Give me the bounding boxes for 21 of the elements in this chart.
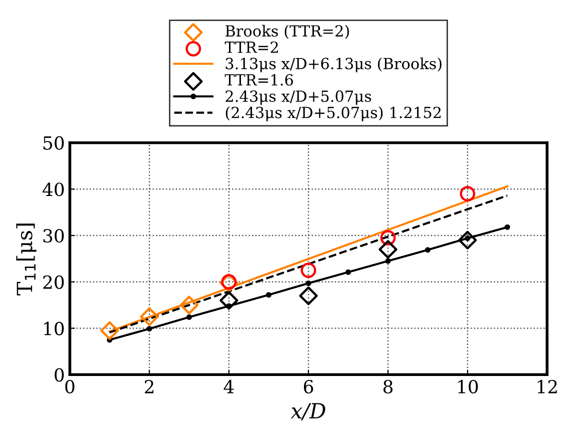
x-tick-label: 10	[458, 380, 478, 394]
y-tick-label: 20	[43, 275, 64, 289]
x-tick-label: 0	[65, 380, 74, 394]
legend-label: TTR=2	[224, 41, 278, 53]
x-tick-label: 2	[144, 380, 154, 394]
y-tick-label: 30	[43, 228, 64, 243]
x-tick-label: 4	[224, 380, 234, 394]
legend-label: Brooks (TTR=2)	[225, 24, 349, 39]
legend-label: 2.43μs x/D+5.07μs	[226, 90, 372, 105]
y-tick-label: 10	[44, 322, 64, 336]
y-tick-label: 0	[54, 368, 64, 382]
legend-label: TTR=1.6	[224, 74, 293, 86]
y-axis-title: T$_{11}$[μs]	[16, 224, 36, 296]
x-tick-label: 12	[538, 380, 557, 394]
legend-label: (2.43μs x/D+5.07μs) 1.2152	[226, 106, 441, 122]
x-axis-title: x/D	[290, 403, 326, 420]
x-tick-label: 6	[304, 380, 314, 394]
legend-label: 3.13μs x/D+6.13μs (Brooks)	[226, 57, 442, 72]
y-tick-label: 50	[44, 136, 64, 150]
x-tick-label: 8	[383, 380, 393, 394]
y-tick-label: 40	[42, 182, 64, 196]
